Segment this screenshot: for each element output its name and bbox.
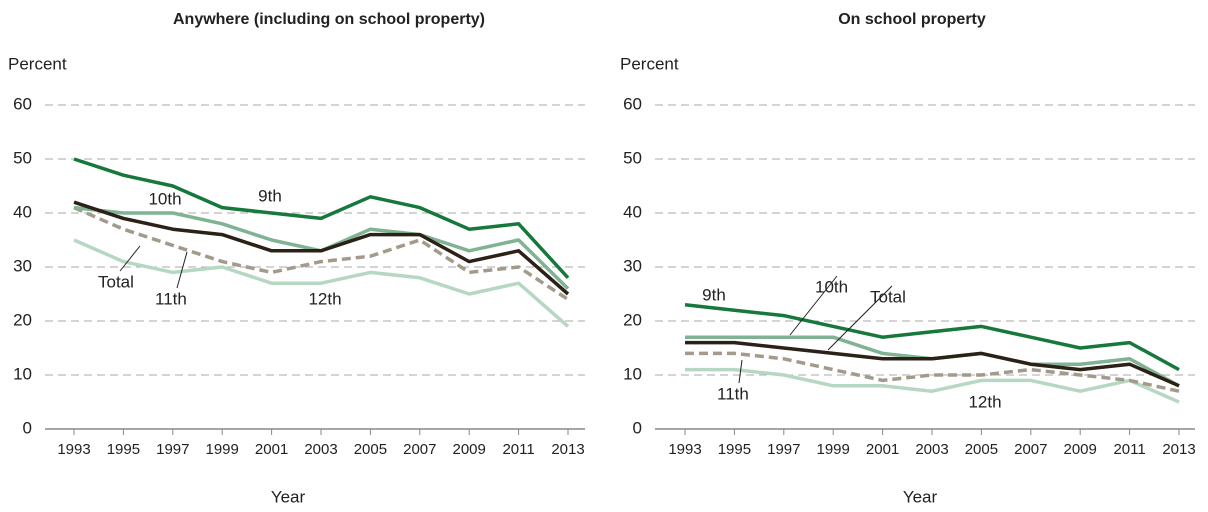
y-tick-label: 50 <box>623 148 642 167</box>
series-label: 12th <box>968 392 1001 411</box>
series-label: 9th <box>702 285 726 304</box>
x-tick-label: 1993 <box>668 441 701 458</box>
x-tick-label: 2005 <box>354 441 387 458</box>
y-tick-label: 30 <box>623 256 642 275</box>
series-label: 10th <box>148 189 181 208</box>
series-label: 10th <box>815 277 848 296</box>
series-label: 9th <box>258 186 282 205</box>
series-label: Total <box>98 272 134 291</box>
x-tick-label: 2009 <box>453 441 486 458</box>
chart-title: On school property <box>838 11 986 28</box>
x-tick-label: 1993 <box>57 441 90 458</box>
y-tick-label: 20 <box>623 310 642 329</box>
y-tick-label: 20 <box>13 310 32 329</box>
series-line <box>73 157 570 279</box>
leader-line <box>119 245 141 272</box>
series-line <box>684 303 1180 372</box>
x-tick-label: 1997 <box>767 441 800 458</box>
x-axis-label: Year <box>903 487 938 506</box>
series-line <box>73 200 570 296</box>
x-tick-label: 2007 <box>1014 441 1047 458</box>
x-tick-label: 2013 <box>1162 441 1195 458</box>
x-tick-label: 1999 <box>206 441 239 458</box>
y-tick-label: 60 <box>13 94 32 113</box>
x-tick-label: 2001 <box>866 441 899 458</box>
x-tick-label: 2003 <box>915 441 948 458</box>
leader-line <box>789 275 838 336</box>
leader-line <box>827 285 893 351</box>
x-tick-label: 2003 <box>304 441 337 458</box>
leader-line <box>738 359 743 384</box>
y-tick-label: 60 <box>623 94 642 113</box>
x-tick-label: 2009 <box>1064 441 1097 458</box>
x-tick-label: 2011 <box>502 441 534 458</box>
leader-line <box>176 251 188 289</box>
series-label: 11th <box>155 289 187 308</box>
chart-title: Anywhere (including on school property) <box>173 11 485 28</box>
series-label: 11th <box>717 384 749 403</box>
x-axis-label: Year <box>271 487 306 506</box>
y-axis-label: Percent <box>8 54 67 73</box>
series-line <box>685 340 1180 388</box>
x-tick-label: 2001 <box>255 441 288 458</box>
x-tick-label: 2013 <box>551 441 584 458</box>
y-tick-label: 40 <box>623 202 642 221</box>
y-tick-label: 10 <box>623 364 642 383</box>
x-tick-label: 2007 <box>403 441 436 458</box>
series-line <box>685 367 1180 404</box>
y-tick-label: 0 <box>23 418 32 437</box>
y-tick-label: 50 <box>13 148 32 167</box>
x-tick-label: 1995 <box>107 441 140 458</box>
x-tick-label: 2005 <box>965 441 998 458</box>
y-tick-label: 0 <box>633 418 642 437</box>
series-label: 12th <box>308 289 341 308</box>
series-line <box>73 205 569 301</box>
y-axis-label: Percent <box>620 54 679 73</box>
x-tick-label: 1997 <box>156 441 189 458</box>
series-line <box>73 238 570 328</box>
y-tick-label: 10 <box>13 364 32 383</box>
series-label: Total <box>870 287 906 306</box>
x-tick-label: 2011 <box>1113 441 1145 458</box>
y-tick-label: 30 <box>13 256 32 275</box>
x-tick-label: 1995 <box>718 441 751 458</box>
x-tick-label: 1999 <box>817 441 850 458</box>
y-tick-label: 40 <box>13 202 32 221</box>
